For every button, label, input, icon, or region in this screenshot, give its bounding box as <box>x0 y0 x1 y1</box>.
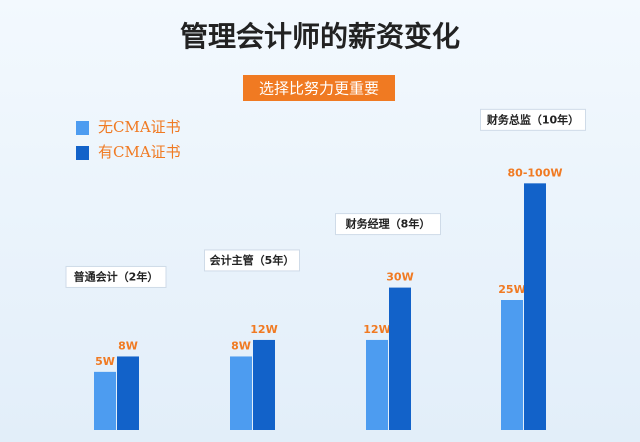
subtitle: 选择比努力更重要 <box>259 80 379 98</box>
value-label: 5W <box>95 355 115 368</box>
category-label: 普通会计（2年） <box>74 269 159 283</box>
bar <box>253 339 275 430</box>
legend-swatch <box>76 146 89 160</box>
value-label: 12W <box>250 323 277 336</box>
bar <box>230 356 252 430</box>
bar <box>366 339 388 430</box>
category-box <box>480 108 586 131</box>
category-box <box>335 213 441 236</box>
legend-label: 无CMA证书 <box>98 118 181 136</box>
category-label: 财务总监（10年） <box>486 112 579 126</box>
category-label: 财务经理（8年） <box>345 217 431 231</box>
category-label: 会计主管（5年） <box>210 253 295 267</box>
bar <box>501 300 523 430</box>
bar <box>94 371 116 430</box>
value-label: 30W <box>386 271 413 284</box>
category-box <box>204 249 300 272</box>
subtitle-box <box>243 75 395 101</box>
legend-swatch <box>76 121 89 135</box>
bar <box>389 287 411 430</box>
legend-label: 有CMA证书 <box>98 143 181 161</box>
bar <box>117 356 139 430</box>
bar <box>524 183 546 430</box>
value-label: 12W <box>363 323 390 336</box>
value-label: 8W <box>118 339 138 352</box>
category-box <box>65 265 167 288</box>
value-label: 25W <box>498 283 525 296</box>
value-label: 8W <box>231 339 251 352</box>
value-label: 80-100W <box>508 166 563 179</box>
chart-title: 管理会计师的薪资变化 <box>180 20 460 53</box>
